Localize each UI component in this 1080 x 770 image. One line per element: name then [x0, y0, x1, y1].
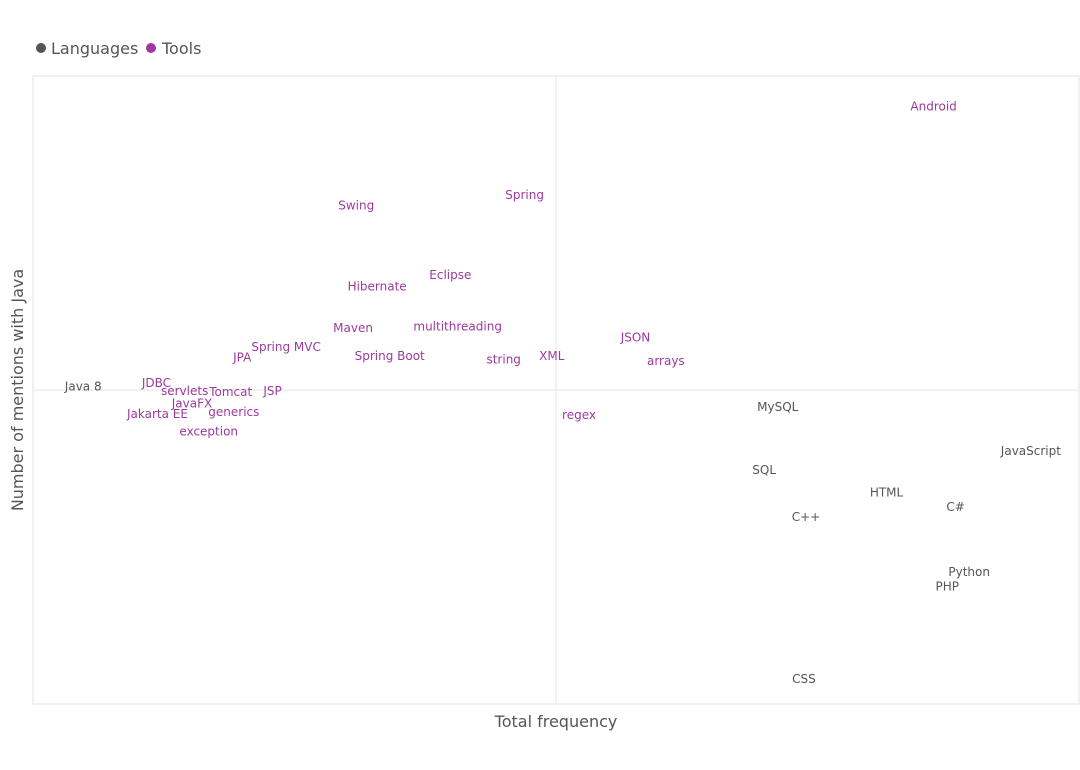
point-label: CSS — [792, 672, 816, 686]
point-label: Python — [948, 565, 990, 579]
legend-marker-languages — [36, 43, 46, 53]
point-label: C# — [946, 500, 964, 514]
point-label: JavaFX — [171, 396, 212, 410]
legend-label-tools: Tools — [161, 39, 201, 58]
point-label: servlets — [161, 384, 208, 398]
point-label: C++ — [792, 510, 821, 524]
point-label: Hibernate — [348, 280, 407, 294]
point-label: Android — [910, 99, 956, 113]
point-label: JavaScript — [1000, 444, 1061, 458]
legend-marker-tools — [146, 43, 156, 53]
point-label: Tomcat — [208, 385, 252, 399]
point-label: Spring Boot — [355, 349, 425, 363]
data-points: Java 8 MySQL SQL JavaScript HTML C# C++ PythonP… — [64, 99, 1061, 686]
point-label: JDBC — [141, 376, 171, 390]
y-axis-title: Number of mentions with Java — [8, 269, 27, 511]
point-label: Java 8 — [64, 379, 102, 393]
point-label: exception — [179, 425, 238, 439]
point-label: regex — [562, 408, 596, 422]
point-label: Spring — [505, 188, 544, 202]
point-label: XML — [539, 349, 565, 363]
point-label: MySQL — [757, 400, 799, 414]
point-label: JSON — [620, 330, 651, 344]
point-label: Jakarta EE — [126, 407, 188, 421]
legend-label-languages: Languages — [51, 39, 138, 58]
point-label: Swing — [338, 198, 374, 212]
point-label: JSP — [262, 384, 281, 398]
legend: Languages Tools — [36, 39, 201, 58]
point-label: Spring MVC — [251, 340, 320, 354]
point-label: PHP — [935, 580, 959, 594]
point-label: SQL — [752, 463, 776, 477]
point-label: arrays — [647, 354, 685, 368]
point-label: multithreading — [413, 320, 502, 334]
x-axis-title: Total frequency — [494, 712, 618, 731]
point-label: JPA — [232, 350, 252, 364]
point-label: string — [486, 352, 520, 366]
point-label: generics — [208, 405, 259, 419]
point-label: HTML — [870, 485, 904, 499]
point-label: Eclipse — [429, 268, 471, 282]
point-label: Maven — [333, 321, 373, 335]
